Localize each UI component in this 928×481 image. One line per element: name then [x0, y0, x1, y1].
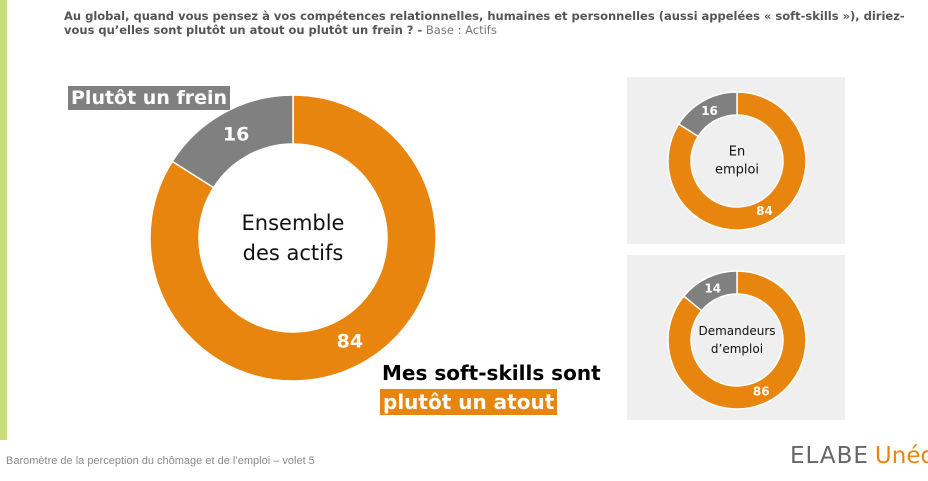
- center-label-line: d’emploi: [711, 342, 763, 356]
- center-label-line: des actifs: [243, 241, 344, 265]
- slice-atout: [667, 91, 807, 231]
- center-label-line: Demandeurs: [698, 324, 775, 338]
- logo-elabe: ELABE: [790, 443, 869, 469]
- label-atout-line1: Mes soft-skills sont: [382, 361, 601, 385]
- slice-frein: [682, 270, 738, 312]
- question-text: Au global, quand vous pensez à vos compé…: [64, 9, 914, 37]
- slice-atout: [149, 94, 437, 382]
- value-label-atout: 84: [756, 204, 773, 218]
- value-label-frein: 16: [701, 104, 718, 118]
- value-label-frein: 14: [704, 281, 721, 295]
- logo-unedic: Unédic: [874, 443, 928, 469]
- donut-chart-demandeurs: 86 14 Demandeurs d’emploi: [667, 270, 807, 410]
- slice-frein: [677, 91, 738, 138]
- left-accent-bar: [0, 0, 7, 440]
- center-label-line: emploi: [715, 163, 759, 178]
- value-label-atout: 84: [337, 330, 363, 352]
- donut-chart-ensemble: 84 16 Ensemble des actifs: [149, 94, 437, 382]
- value-label-atout: 86: [753, 385, 770, 399]
- value-label-frein: 16: [223, 124, 249, 146]
- logo: ELABEUnédic: [790, 443, 928, 469]
- center-label-line: En: [729, 145, 745, 160]
- footer-text: Baromètre de la perception du chômage et…: [6, 455, 315, 467]
- slice-atout: [667, 270, 807, 410]
- question-main: Au global, quand vous pensez à vos compé…: [64, 9, 905, 37]
- question-base: Base : Actifs: [422, 23, 497, 37]
- center-label-line: Ensemble: [242, 211, 345, 235]
- label-plutot-frein: Plutôt un frein: [68, 86, 231, 110]
- label-atout-line2: plutôt un atout: [380, 389, 558, 415]
- slice-frein: [171, 94, 294, 189]
- donut-chart-en-emploi: 84 16 En emploi: [667, 91, 807, 231]
